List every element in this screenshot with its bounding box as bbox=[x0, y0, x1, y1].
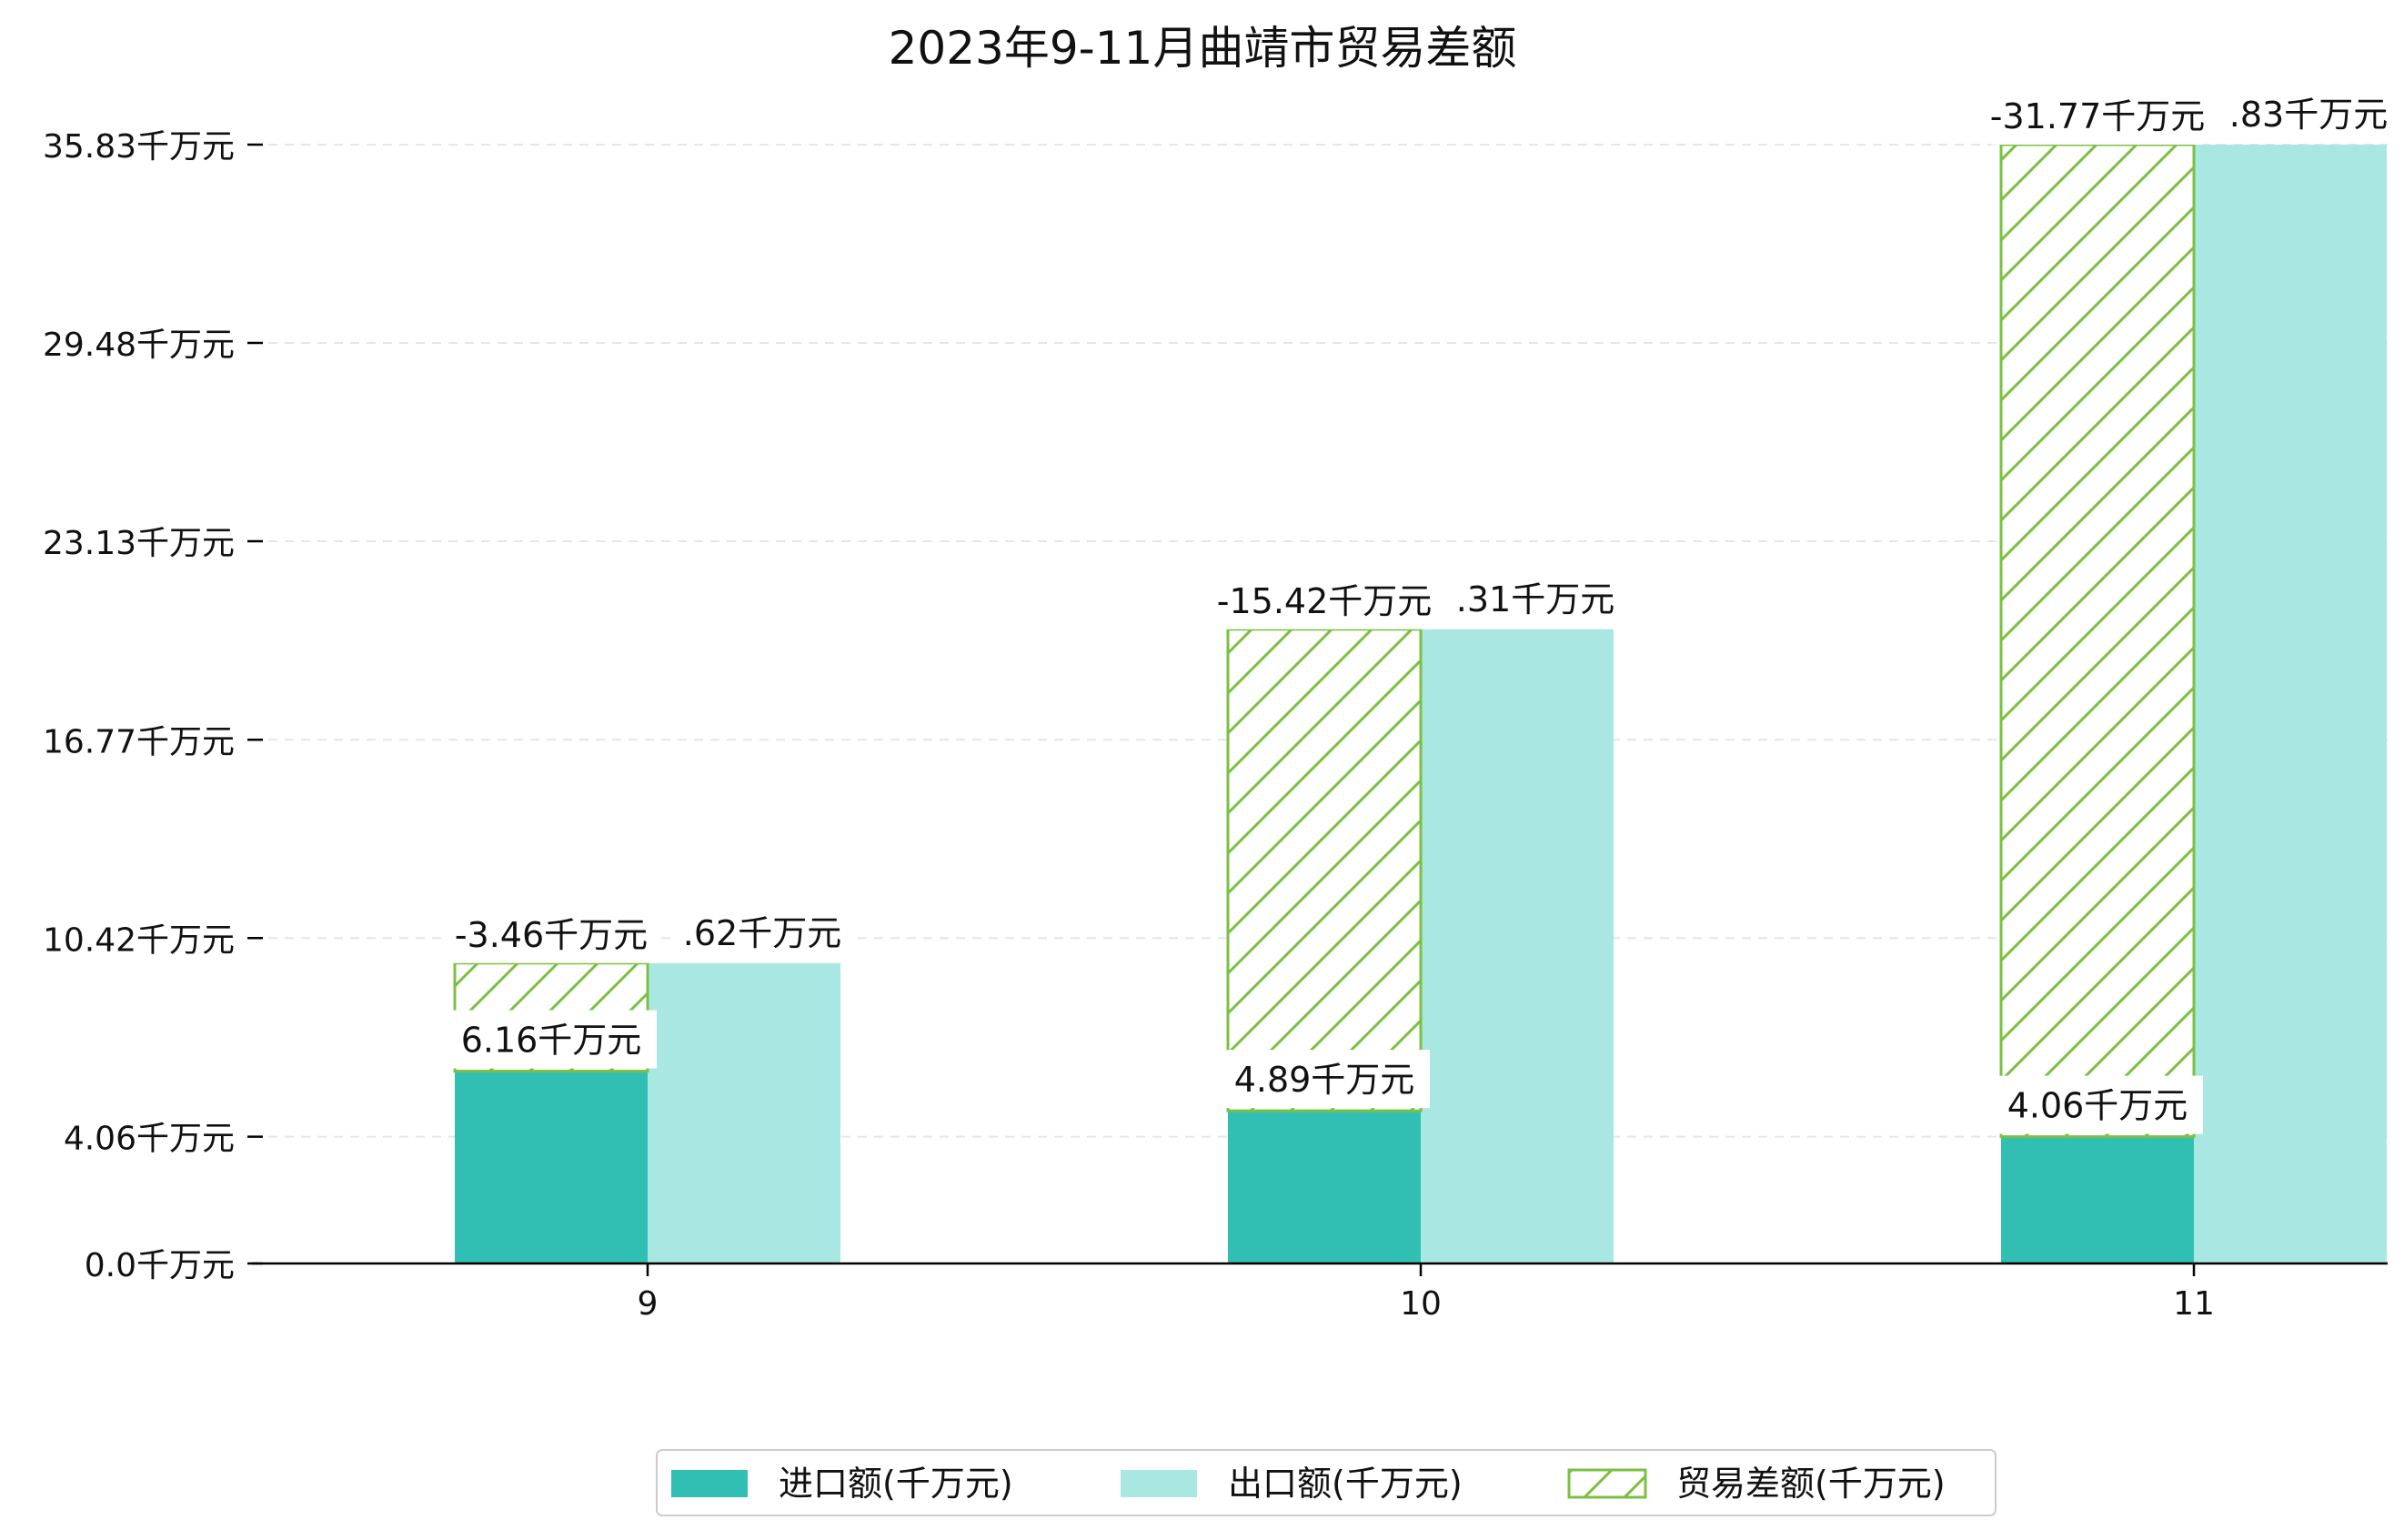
y-tick-label: 35.83千万元 bbox=[43, 128, 235, 166]
export-value-label: .83千万元 bbox=[2229, 95, 2388, 135]
balance-value-label-box bbox=[446, 904, 657, 963]
import-bar bbox=[1228, 1111, 1421, 1263]
y-tick-label: 29.48千万元 bbox=[43, 327, 235, 364]
export-bar bbox=[648, 962, 840, 1263]
y-tick-label: 23.13千万元 bbox=[43, 525, 235, 562]
export-value-label: .62千万元 bbox=[683, 913, 841, 953]
balance-bar bbox=[1226, 628, 1423, 1112]
import-value-label: 4.89千万元 bbox=[1234, 1060, 1415, 1100]
legend-swatch bbox=[671, 1470, 748, 1497]
export-value-label-box bbox=[673, 902, 851, 961]
balance-value-label: -3.46千万元 bbox=[455, 915, 648, 955]
export-bar bbox=[2194, 145, 2387, 1263]
import-value-label: 4.06千万元 bbox=[2007, 1086, 2188, 1126]
balance-value-label-box bbox=[1219, 570, 1430, 629]
legend-label: 出口额(千万元) bbox=[1228, 1464, 1463, 1504]
balance-value-label-box bbox=[1992, 86, 2203, 145]
balance-value-label: -31.77千万元 bbox=[1990, 96, 2206, 136]
y-axis-ticks: 0.0千万元 4.06千万元 10.42千万元 16.77千万元 23.13千万元 29.… bbox=[43, 128, 263, 1284]
legend-label: 贸易差额(千万元) bbox=[1676, 1464, 1946, 1504]
legend-label: 进口额(千万元) bbox=[779, 1464, 1013, 1504]
y-tick-label: 10.42千万元 bbox=[43, 921, 235, 959]
import-value-label-box bbox=[446, 1010, 657, 1069]
import-value-label: 6.16千万元 bbox=[461, 1021, 642, 1061]
legend-frame bbox=[656, 1449, 1997, 1516]
import-bar bbox=[2001, 1136, 2194, 1263]
export-bar bbox=[1421, 629, 1614, 1263]
data-labels: 6.16千万元 -3.46千万元 .62千万元 4.89千万元 -15.42千万元 .31… bbox=[446, 85, 2398, 1134]
legend: 进口额(千万元) 出口额(千万元) 贸易差额(千万元) bbox=[656, 1449, 1997, 1516]
import-bar bbox=[455, 1071, 648, 1263]
bars bbox=[453, 143, 2387, 1263]
legend-swatch bbox=[1567, 1468, 1647, 1499]
export-value-label: .31千万元 bbox=[1456, 579, 1614, 619]
import-value-label-box bbox=[1219, 1050, 1430, 1109]
y-tick-label: 4.06千万元 bbox=[64, 1121, 235, 1158]
x-tick-label: 10 bbox=[1400, 1285, 1442, 1323]
balance-bar bbox=[1999, 143, 2196, 1139]
x-tick-label: 9 bbox=[638, 1285, 659, 1323]
legend-swatch bbox=[1121, 1470, 1197, 1497]
x-tick-label: 11 bbox=[2173, 1285, 2215, 1323]
x-axis-ticks: 9 10 11 bbox=[638, 1263, 2215, 1323]
export-value-label-box bbox=[2219, 85, 2398, 143]
y-tick-label: 0.0千万元 bbox=[85, 1247, 235, 1284]
balance-value-label: -15.42千万元 bbox=[1217, 581, 1433, 621]
chart-title: 2023年9-11月曲靖市贸易差额 bbox=[889, 22, 1517, 75]
import-value-label-box bbox=[1992, 1075, 2203, 1134]
y-tick-label: 16.77千万元 bbox=[43, 723, 235, 760]
export-value-label-box bbox=[1446, 569, 1624, 628]
